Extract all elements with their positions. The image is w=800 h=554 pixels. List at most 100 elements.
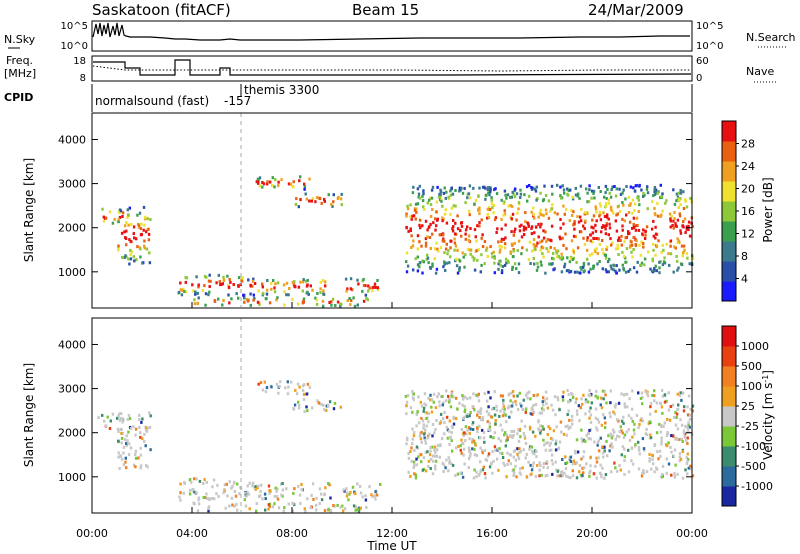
velocity-echo-cell xyxy=(472,476,476,480)
power-echo-cell xyxy=(339,197,343,201)
velocity-echo-cell xyxy=(665,399,668,403)
velocity-echo-cell xyxy=(479,410,482,413)
velocity-echo-cell xyxy=(621,431,624,435)
velocity-echo-cell xyxy=(460,451,463,455)
velocity-colorbar-tick-label: -25 xyxy=(741,420,759,433)
power-echo-cell xyxy=(299,198,302,202)
velocity-echo-cell xyxy=(428,453,432,457)
velocity-echo-cell xyxy=(374,490,377,494)
velocity-echo-cell xyxy=(190,480,193,484)
velocity-echo-cell xyxy=(263,380,266,384)
power-echo-cell xyxy=(208,285,211,288)
velocity-echo-cell xyxy=(592,472,596,476)
velocity-echo-cell xyxy=(469,452,472,456)
velocity-echo-cell xyxy=(656,467,659,471)
velocity-echo-cell xyxy=(273,494,277,498)
power-echo-cell xyxy=(458,266,461,270)
power-echo-cell xyxy=(550,207,553,211)
velocity-echo-cell xyxy=(634,443,637,446)
velocity-echo-cell xyxy=(538,411,542,415)
velocity-echo-cell xyxy=(594,394,597,398)
nsky-right-tick-high: 10^5 xyxy=(696,21,723,32)
power-echo-cell xyxy=(582,236,585,240)
velocity-echo-cell xyxy=(426,450,429,454)
velocity-echo-cell xyxy=(487,405,490,409)
power-echo-cell xyxy=(544,208,548,212)
velocity-echo-cell xyxy=(287,385,290,389)
power-echo-cell xyxy=(405,251,409,255)
power-echo-cell xyxy=(362,299,366,303)
velocity-echo-cell xyxy=(476,413,479,417)
velocity-echo-cell xyxy=(494,422,497,426)
power-echo-cell xyxy=(631,255,634,259)
velocity-echo-cell xyxy=(264,390,268,394)
velocity-echo-cell xyxy=(452,395,455,399)
velocity-echo-cell xyxy=(298,404,301,408)
velocity-echo-cell xyxy=(672,415,676,419)
power-echo-cell xyxy=(590,189,594,193)
velocity-echo-cell xyxy=(248,481,251,485)
velocity-echo-cell xyxy=(459,444,462,448)
power-echo-cell xyxy=(121,255,124,259)
velocity-echo-cell xyxy=(439,419,443,423)
power-echo-cell xyxy=(582,265,585,269)
velocity-echo-cell xyxy=(665,471,668,475)
power-echo-cell xyxy=(283,303,286,307)
velocity-echo-cell xyxy=(516,432,519,436)
velocity-echo-cell xyxy=(437,392,440,396)
time-xtick-label: 00:00 xyxy=(676,527,708,540)
velocity-echo-cell xyxy=(438,455,441,459)
power-echo-cell xyxy=(661,209,664,213)
velocity-echo-cell xyxy=(328,400,332,404)
power-echo-cell xyxy=(536,241,539,245)
velocity-echo-cell xyxy=(409,406,413,410)
velocity-echo-cell xyxy=(291,509,294,513)
velocity-echo-cell xyxy=(595,476,598,480)
velocity-echo-cell xyxy=(651,393,654,397)
power-echo-cell xyxy=(565,247,568,251)
velocity-echo-cell xyxy=(564,467,568,470)
velocity-echo-cell xyxy=(585,462,588,466)
power-echo-cell xyxy=(533,216,536,220)
velocity-echo-cell xyxy=(412,460,416,464)
power-echo-cell xyxy=(497,240,500,244)
velocity-echo-cell xyxy=(424,450,428,454)
velocity-echo-cell xyxy=(577,404,581,408)
power-echo-cell xyxy=(539,260,543,264)
power-echo-cell xyxy=(539,208,543,212)
velocity-echo-cell xyxy=(405,404,408,408)
power-echo-cell xyxy=(587,270,591,274)
power-echo-cell xyxy=(469,196,472,200)
power-echo-cell xyxy=(687,228,690,232)
power-echo-cell xyxy=(677,266,680,270)
power-echo-cell xyxy=(682,225,685,229)
power-echo-cell xyxy=(627,196,631,199)
velocity-echo-cell xyxy=(541,400,544,404)
velocity-echo-cell xyxy=(685,439,688,442)
power-echo-cell xyxy=(324,284,327,288)
power-echo-cell xyxy=(435,210,438,214)
power-echo-cell xyxy=(679,231,683,235)
velocity-echo-cell xyxy=(477,473,481,477)
velocity-echo-cell xyxy=(297,400,300,404)
power-echo-cell xyxy=(556,183,559,187)
velocity-echo-cell xyxy=(275,382,279,386)
power-echo-cell xyxy=(618,210,622,213)
velocity-echo-cell xyxy=(666,444,669,448)
velocity-echo-cell xyxy=(255,509,258,513)
velocity-echo-cell xyxy=(686,472,689,476)
power-echo-cell xyxy=(412,185,415,189)
velocity-echo-cell xyxy=(660,436,663,440)
power-echo-cell xyxy=(334,304,337,307)
velocity-echo-cell xyxy=(481,428,484,432)
power-echo-cell xyxy=(505,261,508,265)
velocity-echo-cell xyxy=(238,492,241,496)
velocity-echo-cell xyxy=(298,385,301,389)
power-echo-cell xyxy=(481,233,484,237)
velocity-echo-cell xyxy=(675,412,679,416)
nsky-trace xyxy=(92,22,690,41)
power-echo-cell xyxy=(587,262,590,266)
power-echo-cell xyxy=(548,209,552,213)
power-echo-cell xyxy=(139,247,142,251)
power-echo-cell xyxy=(352,296,355,300)
